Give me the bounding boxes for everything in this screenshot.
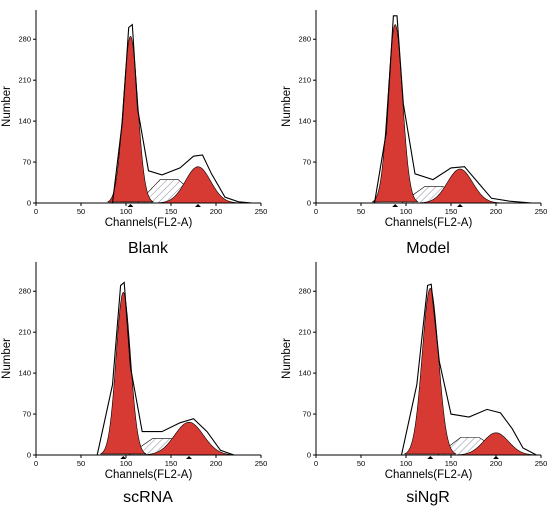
y-tick-label: 0 (307, 451, 311, 460)
y-tick-label: 0 (307, 199, 311, 208)
y-axis-label: Number (281, 338, 293, 379)
x-axis-label: Channels(FL2-A) (105, 217, 193, 229)
x-tick-label: 100 (400, 459, 413, 468)
peak-marker (186, 456, 192, 459)
x-tick-label: 200 (210, 459, 223, 468)
y-tick-label: 140 (298, 369, 311, 378)
chart-panel-model: Model 0 50 100 150 200 250 0 70 140 210 280 Channel… (281, 10, 547, 257)
x-tick-label: 250 (255, 207, 268, 216)
y-tick-label: 70 (303, 158, 311, 167)
x-tick-label: 250 (255, 459, 268, 468)
observed-histogram-line (96, 281, 235, 456)
x-tick-label: 250 (535, 207, 548, 216)
y-axis-label: Number (1, 338, 13, 379)
y-tick-label: 70 (303, 410, 311, 419)
x-tick-label: 150 (165, 207, 178, 216)
y-tick-label: 140 (18, 117, 31, 126)
y-tick-label: 140 (18, 369, 31, 378)
g2-peak (419, 168, 501, 204)
peak-marker (195, 204, 201, 207)
panel-caption: Model (406, 240, 450, 257)
g1-peak (404, 288, 457, 455)
y-tick-label: 210 (298, 76, 311, 85)
y-tick-label: 70 (23, 410, 31, 419)
x-tick-label: 100 (120, 207, 133, 216)
peak-marker (457, 204, 463, 207)
chart-panel-singr: siNgR 0 50 100 150 200 250 0 70 140 210 280 Channel… (281, 262, 547, 506)
peak-marker (493, 456, 499, 459)
x-axis-label: Channels(FL2-A) (385, 469, 473, 481)
y-tick-label: 210 (18, 76, 31, 85)
x-tick-label: 150 (165, 459, 178, 468)
x-tick-label: 50 (357, 207, 365, 216)
y-tick-label: 210 (298, 328, 311, 337)
peak-marker (120, 456, 127, 459)
x-tick-label: 0 (314, 207, 318, 216)
chart-panel-scrna: scRNA 0 50 100 150 200 250 0 70 140 210 280 Channel… (1, 262, 267, 506)
g2-peak (455, 432, 537, 456)
chart-panel-blank: Blank 0 50 100 150 200 250 0 70 140 210 280 Channel… (1, 10, 267, 257)
x-tick-label: 0 (314, 459, 318, 468)
x-tick-label: 0 (34, 207, 38, 216)
y-tick-label: 70 (23, 158, 31, 167)
observed-histogram-line (373, 15, 533, 204)
peak-marker (427, 456, 434, 459)
y-tick-label: 280 (18, 35, 31, 44)
y-tick-label: 0 (27, 199, 31, 208)
y-tick-label: 0 (27, 451, 31, 460)
y-tick-label: 210 (18, 328, 31, 337)
panel-caption: siNgR (406, 489, 450, 506)
g1-peak (107, 35, 154, 203)
observed-histogram-line (400, 283, 537, 456)
x-axis-label: Channels(FL2-A) (385, 217, 473, 229)
x-tick-label: 200 (210, 207, 223, 216)
y-tick-label: 280 (298, 287, 311, 296)
y-tick-label: 280 (18, 287, 31, 296)
panel-caption: scRNA (123, 489, 173, 506)
panel-caption: Blank (128, 240, 169, 257)
x-axis-label: Channels(FL2-A) (105, 469, 193, 481)
y-tick-label: 280 (298, 35, 311, 44)
x-tick-label: 150 (445, 207, 458, 216)
peak-marker (392, 204, 399, 207)
g1-peak (372, 24, 419, 203)
x-tick-label: 150 (445, 459, 458, 468)
x-tick-label: 0 (34, 459, 38, 468)
g2-peak (142, 421, 235, 456)
y-tick-label: 140 (298, 117, 311, 126)
x-tick-label: 100 (120, 459, 133, 468)
peak-marker (127, 204, 134, 207)
observed-histogram-line (111, 23, 253, 204)
x-tick-label: 50 (77, 459, 85, 468)
x-tick-label: 200 (490, 459, 503, 468)
x-tick-label: 100 (400, 207, 413, 216)
g1-peak (100, 292, 147, 455)
x-tick-label: 250 (535, 459, 548, 468)
y-axis-label: Number (281, 86, 293, 127)
x-tick-label: 50 (357, 459, 365, 468)
g2-peak (157, 166, 239, 204)
x-tick-label: 50 (77, 207, 85, 216)
x-tick-label: 200 (490, 207, 503, 216)
y-axis-label: Number (1, 86, 13, 127)
